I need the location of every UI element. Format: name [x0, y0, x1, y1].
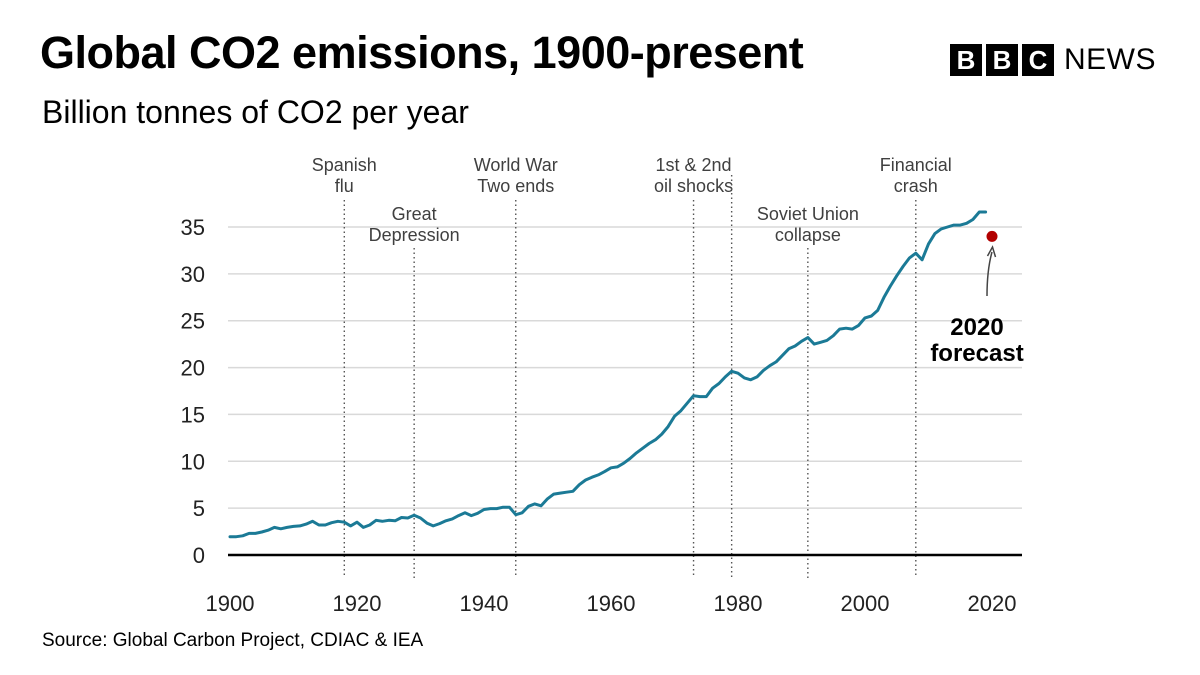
y-tick-label-20: 20: [181, 356, 205, 381]
series-line-0: [228, 210, 988, 539]
x-tick-label-1980: 1980: [714, 591, 763, 616]
event-label-line: collapse: [775, 225, 841, 245]
bbc-news-logo: B B C NEWS: [950, 44, 1156, 76]
forecast-point: [986, 230, 998, 242]
event-label-2008: Financial crash: [880, 155, 952, 196]
event-label-1945: World War Two ends: [474, 155, 558, 196]
y-tick-label-35: 35: [181, 215, 205, 240]
event-label-line: crash: [894, 176, 938, 196]
source-note: Source: Global Carbon Project, CDIAC & I…: [42, 630, 424, 651]
y-tick-label-10: 10: [181, 449, 205, 474]
logo-news-word: NEWS: [1064, 43, 1156, 76]
forecast-arrow: [986, 251, 993, 297]
event-label-1918: Spanish flu: [312, 155, 377, 196]
chart-subtitle: Billion tonnes of CO2 per year: [42, 94, 469, 130]
forecast-label: 2020 forecast: [930, 314, 1023, 367]
event-label-line: World War: [474, 155, 558, 175]
y-tick-label-5: 5: [193, 496, 205, 521]
event-label-line: oil shocks: [654, 176, 733, 196]
event-label-line: Great: [392, 204, 437, 224]
y-tick-label-25: 25: [181, 309, 205, 334]
logo-letter-b1: B: [950, 44, 982, 76]
x-tick-label-2020: 2020: [968, 591, 1017, 616]
event-label-line: flu: [335, 176, 354, 196]
event-label-1973: 1st & 2nd oil shocks: [654, 155, 733, 196]
chart-title: Global CO2 emissions, 1900-present: [40, 27, 804, 78]
event-label-line: 1st & 2nd: [656, 155, 732, 175]
event-label-1991: Soviet Union collapse: [757, 204, 859, 245]
y-tick-label-30: 30: [181, 262, 205, 287]
x-tick-label-2000: 2000: [841, 591, 890, 616]
y-tick-label-0: 0: [193, 543, 205, 568]
forecast-label-line: forecast: [930, 340, 1023, 367]
x-tick-label-1920: 1920: [333, 591, 382, 616]
x-tick-label-1940: 1940: [460, 591, 509, 616]
y-tick-label-15: 15: [181, 402, 205, 427]
event-label-line: Two ends: [477, 176, 554, 196]
event-label-1929: Great Depression: [369, 204, 460, 245]
event-label-line: Depression: [369, 225, 460, 245]
event-label-line: Soviet Union: [757, 204, 859, 224]
logo-letter-b2: B: [986, 44, 1018, 76]
logo-letter-c: C: [1022, 44, 1054, 76]
event-label-line: Financial: [880, 155, 952, 175]
x-tick-label-1960: 1960: [587, 591, 636, 616]
forecast-label-line: 2020: [950, 314, 1003, 341]
x-tick-label-1900: 1900: [206, 591, 255, 616]
forecast-arrowhead: [986, 245, 997, 258]
event-label-line: Spanish: [312, 155, 377, 175]
